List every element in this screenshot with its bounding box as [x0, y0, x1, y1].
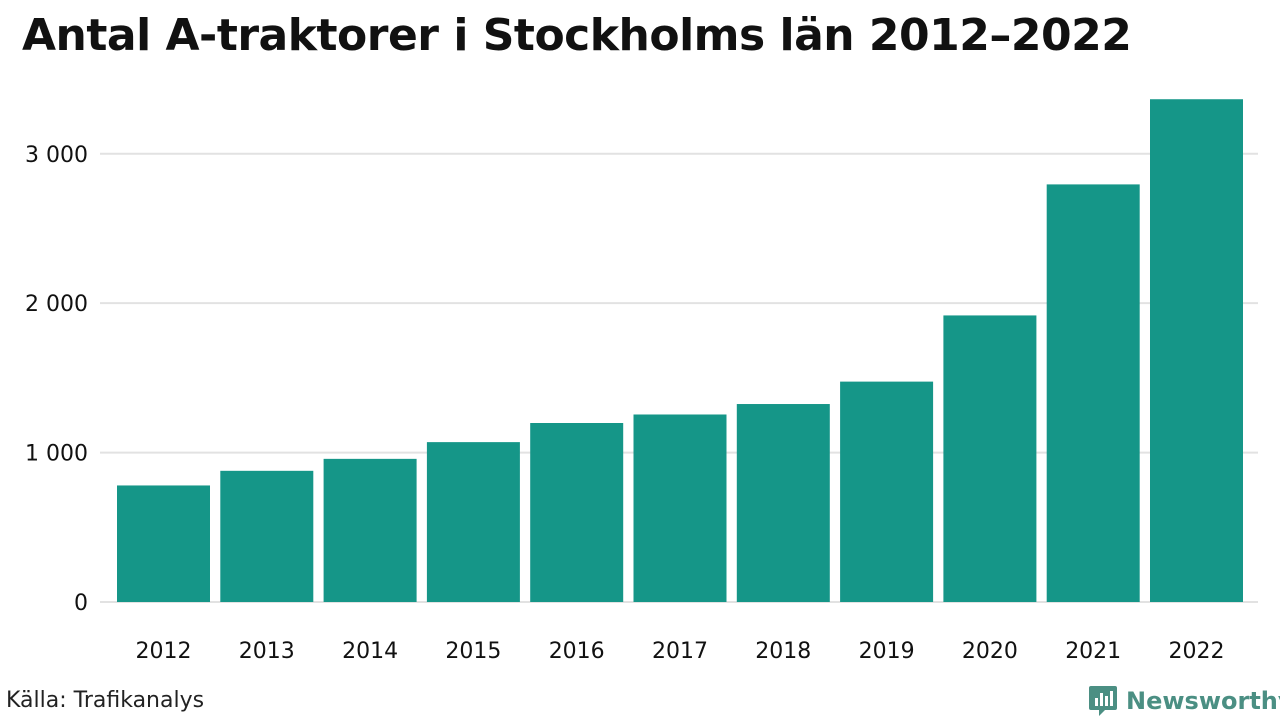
newsworthy-logo-icon — [1089, 686, 1117, 716]
y-tick-label: 3 000 — [25, 143, 88, 168]
bar-2020 — [943, 315, 1037, 602]
x-tick-label: 2019 — [859, 639, 915, 664]
x-tick-label: 2015 — [445, 639, 501, 664]
bar-2012 — [117, 485, 210, 602]
x-tick-label: 2020 — [962, 639, 1018, 664]
source-note: Källa: Trafikanalys — [6, 688, 205, 713]
x-tick-label: 2014 — [342, 639, 398, 664]
x-tick-label: 2012 — [136, 639, 192, 664]
bar-2014 — [323, 458, 417, 602]
y-tick-label: 2 000 — [25, 292, 88, 317]
bar-2016 — [530, 423, 624, 602]
x-tick-label: 2018 — [755, 639, 811, 664]
bar-2019 — [840, 381, 934, 602]
chart-title: Antal A-traktorer i Stockholms län 2012–… — [22, 10, 1132, 61]
bar-2015 — [426, 442, 520, 602]
brand-name: Newsworthy — [1126, 687, 1280, 715]
x-tick-label: 2022 — [1169, 639, 1225, 664]
bar-2021 — [1046, 184, 1140, 603]
x-tick-label: 2016 — [549, 639, 605, 664]
x-axis-ticks: 2012 2013 2014 2015 2016 2017 2018 2019 2020 2021… — [136, 639, 1225, 664]
x-tick-label: 2013 — [239, 639, 295, 664]
brand-logo: Newsworthy — [1088, 684, 1280, 718]
x-tick-label: 2017 — [652, 639, 708, 664]
y-tick-label: 1 000 — [25, 442, 88, 467]
bars — [117, 99, 1243, 603]
x-tick-label: 2021 — [1065, 639, 1121, 664]
bar-2022 — [1150, 99, 1243, 603]
bar-2013 — [220, 470, 314, 602]
bar-2018 — [736, 404, 830, 602]
y-tick-label: 0 — [74, 591, 88, 616]
y-axis-ticks: 0 1 000 2 000 3 000 — [25, 143, 88, 616]
bar-2017 — [633, 414, 727, 602]
